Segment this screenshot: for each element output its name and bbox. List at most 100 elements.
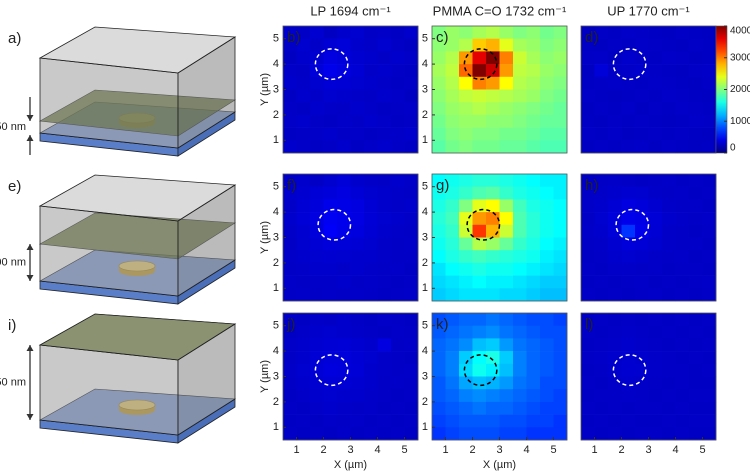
heatmap-cell — [499, 212, 514, 226]
heatmap-cell — [432, 427, 446, 441]
heatmap-cell — [689, 351, 703, 365]
heatmap-cell — [526, 313, 541, 326]
heatmap-cell — [662, 114, 676, 128]
arrow-head — [26, 115, 34, 121]
heatmap-cell — [635, 26, 649, 39]
heatmap-cell — [621, 275, 636, 289]
heatmap-cell — [621, 338, 636, 352]
disk-outline — [463, 354, 498, 387]
heatmap-cell — [621, 140, 636, 154]
heatmap-cell — [350, 174, 365, 187]
heatmap-cell — [459, 140, 473, 154]
heatmap-cell — [499, 224, 514, 238]
heatmap-cell — [540, 174, 554, 187]
heatmap-cell — [323, 114, 338, 128]
heatmap-cell — [648, 427, 663, 441]
heatmap-cell — [296, 76, 311, 90]
heatmap-cell — [540, 51, 554, 65]
heatmap-cell — [540, 38, 554, 52]
heatmap-cell — [581, 401, 595, 415]
heatmap-cell — [608, 376, 622, 390]
heatmap-cell — [404, 325, 419, 339]
heatmap-cell — [675, 313, 690, 326]
heatmap-cell — [486, 89, 500, 103]
heatmap-cell — [391, 127, 405, 141]
panel-frame — [580, 173, 717, 302]
heatmap-cell — [581, 186, 595, 200]
heatmap-cell — [689, 414, 703, 428]
heatmap-cell — [310, 389, 324, 403]
heatmap-cell — [499, 199, 514, 213]
heatmap-cell — [486, 224, 500, 238]
heatmap-cell — [283, 102, 297, 116]
heatmap-cell — [310, 363, 324, 377]
heatmap-cell — [350, 38, 365, 52]
heatmap-cell — [608, 401, 622, 415]
heatmap-cell — [445, 89, 460, 103]
heatmap-cell — [540, 127, 554, 141]
heatmap-cell — [675, 186, 690, 200]
heatmap-cell — [499, 262, 514, 276]
heatmap-cell — [540, 427, 554, 441]
heatmap-cell — [445, 250, 460, 264]
heatmap-cell — [553, 250, 568, 264]
heatmap-cell — [526, 250, 541, 264]
heatmap-cell — [486, 338, 500, 352]
heatmap-cell — [702, 325, 717, 339]
heatmap-cell — [459, 174, 473, 187]
heatmap-cell — [662, 89, 676, 103]
heatmap-cell — [337, 186, 351, 200]
heatmap-cell — [635, 325, 649, 339]
heatmap-cell — [283, 224, 297, 238]
heatmap-cell — [459, 212, 473, 226]
heatmap-cell — [594, 127, 609, 141]
heatmap-cell — [404, 237, 419, 251]
disk-top — [118, 260, 156, 272]
heatmap-cell — [337, 376, 351, 390]
heatmap-cell — [404, 376, 419, 390]
heatmap-cell — [391, 186, 405, 200]
heatmap-cell — [689, 325, 703, 339]
heatmap-cell — [310, 262, 324, 276]
heatmap-cell — [283, 127, 297, 141]
heatmap-cell — [432, 212, 446, 226]
heatmap-cell — [499, 174, 514, 187]
heatmap-cell — [635, 427, 649, 441]
heatmap-cell — [594, 313, 609, 326]
heatmap-cell — [377, 401, 392, 415]
heatmap-cell — [432, 186, 446, 200]
heatmap-cell — [594, 26, 609, 39]
heatmap-cell — [702, 389, 717, 403]
heatmap-cell — [459, 338, 473, 352]
heatmap-cell — [323, 76, 338, 90]
y-tick-label: 4 — [273, 345, 279, 357]
heatmap-cell — [621, 414, 636, 428]
heatmap-cell — [432, 363, 446, 377]
heatmap-cell — [323, 174, 338, 187]
heatmap-cell — [675, 224, 690, 238]
heatmap-cell — [350, 26, 365, 39]
y-tick-label: 3 — [422, 231, 428, 243]
heatmap-cell — [432, 338, 446, 352]
heatmap-cell — [377, 275, 392, 289]
heatmap-cell — [513, 427, 527, 441]
heatmap-cell — [323, 414, 338, 428]
heatmap-cell — [296, 212, 311, 226]
heatmap-cell — [459, 275, 473, 289]
heatmap-cell — [648, 64, 663, 78]
heatmap-cell — [432, 224, 446, 238]
heatmap-cell — [283, 237, 297, 251]
heatmap-cell — [526, 288, 541, 302]
heatmap-cell — [608, 275, 622, 289]
heatmap-cell — [472, 325, 487, 339]
heatmap-cell — [337, 38, 351, 52]
heatmap-cell — [364, 427, 378, 441]
heatmap-cell — [377, 102, 392, 116]
heatmap-cell — [702, 140, 717, 154]
heatmap-cell — [621, 186, 636, 200]
heatmap-cell — [350, 313, 365, 326]
heatmap-cell — [499, 351, 514, 365]
heatmap-cell — [350, 389, 365, 403]
heatmap-cell — [310, 224, 324, 238]
heatmap-cell — [323, 186, 338, 200]
